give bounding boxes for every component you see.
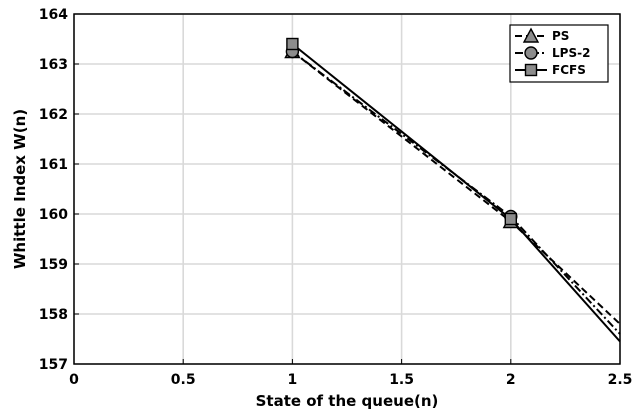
legend-label: FCFS bbox=[552, 63, 586, 77]
legend: PS LPS-2 FCFS bbox=[509, 24, 609, 83]
x-tick-label: 2.5 bbox=[608, 372, 633, 388]
plot-frame bbox=[73, 13, 621, 365]
data-point-marker bbox=[286, 37, 299, 51]
y-tick-label: 162 bbox=[39, 107, 68, 123]
legend-marker bbox=[524, 46, 538, 60]
series-line bbox=[291, 50, 621, 335]
series-fcfs bbox=[286, 37, 621, 343]
x-tick-label: 1 bbox=[288, 372, 298, 388]
x-tick-label: 0 bbox=[69, 372, 79, 388]
series-ps bbox=[284, 43, 621, 325]
tick-labels: 0 0.5 1 1.5 2 2.5 157 158 159 160 161 162 163 164 bbox=[39, 7, 633, 388]
data-point-marker bbox=[504, 212, 517, 226]
y-axis-label: Whittle Index W(n) bbox=[11, 109, 29, 269]
legend-marker bbox=[524, 63, 538, 77]
y-tick-label: 164 bbox=[39, 7, 68, 23]
x-axis-label: State of the queue(n) bbox=[256, 392, 439, 410]
legend-item: PS bbox=[515, 27, 569, 43]
series-lps-2 bbox=[285, 44, 621, 335]
legend-item: LPS-2 bbox=[515, 46, 590, 60]
series-layer bbox=[284, 37, 621, 343]
legend-item: FCFS bbox=[515, 63, 586, 77]
legend-label: PS bbox=[552, 29, 569, 43]
y-tick-label: 160 bbox=[39, 207, 68, 223]
y-tick-label: 163 bbox=[39, 57, 68, 73]
legend-marker bbox=[522, 27, 540, 43]
legend-label: LPS-2 bbox=[552, 46, 590, 60]
y-tick-label: 157 bbox=[39, 357, 68, 373]
x-tick-label: 0.5 bbox=[171, 372, 196, 388]
x-tick-label: 1.5 bbox=[389, 372, 414, 388]
y-tick-label: 161 bbox=[39, 157, 68, 173]
y-tick-label: 158 bbox=[39, 307, 68, 323]
x-tick-label: 2 bbox=[506, 372, 516, 388]
y-tick-label: 159 bbox=[39, 257, 68, 273]
series-line bbox=[291, 50, 621, 325]
